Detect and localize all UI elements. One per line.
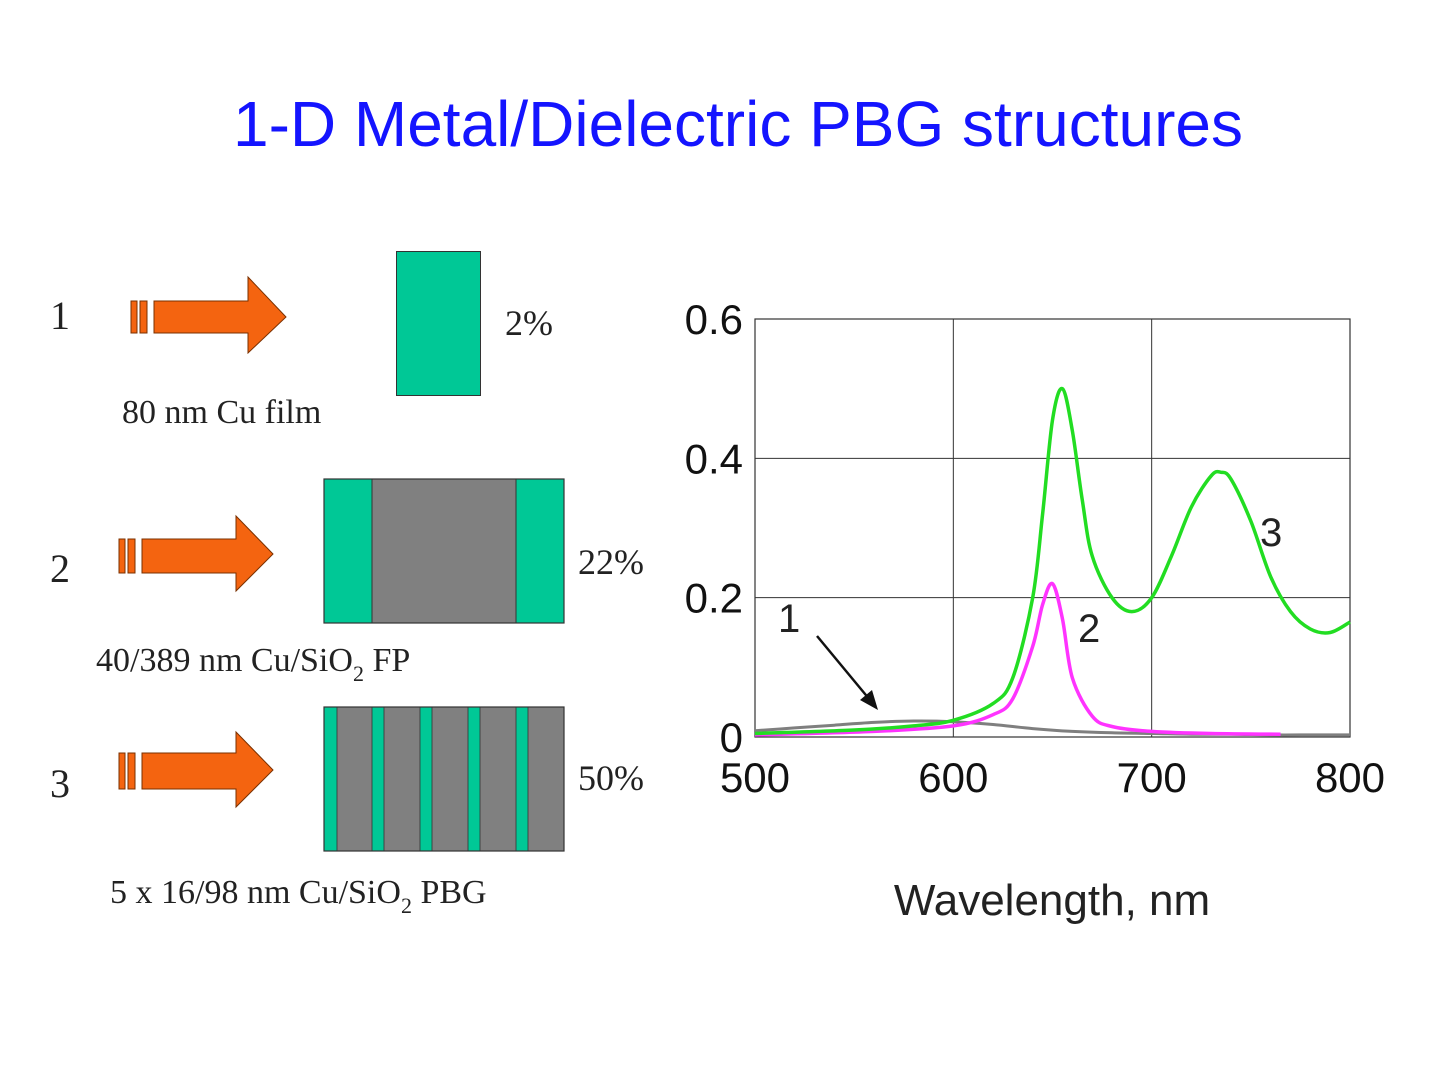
structure-3-percent: 50% xyxy=(578,758,644,798)
y-tick-label: 0.6 xyxy=(685,296,743,343)
structure-1-number: 1 xyxy=(50,293,70,338)
structure-1-percent: 2% xyxy=(505,303,553,343)
structure-3-number: 3 xyxy=(50,761,70,806)
structure-2-arrow-icon xyxy=(118,514,274,593)
structure-2-caption: 40/389 nm Cu/SiO2 FP xyxy=(96,642,411,686)
curve-3-label: 3 xyxy=(1260,511,1282,555)
structure-3-caption: 5 x 16/98 nm Cu/SiO2 PBG xyxy=(110,874,487,918)
structure-2-number: 2 xyxy=(50,546,70,591)
series-3-line xyxy=(754,386,1351,736)
x-tick-label: 600 xyxy=(918,754,988,801)
structure-2-percent: 22% xyxy=(578,542,644,582)
curve-1-pointer xyxy=(816,635,871,701)
y-tick-label: 0.2 xyxy=(685,575,743,622)
x-tick-label: 700 xyxy=(1117,754,1187,801)
x-axis-label: Wavelength, nm xyxy=(894,876,1210,925)
structure-3-pbg-stack xyxy=(323,706,565,852)
curve-1-pointer-head-icon xyxy=(860,690,878,710)
curve-1-label: 1 xyxy=(778,597,800,641)
curve-2-label: 2 xyxy=(1078,607,1100,651)
structure-1-arrow-icon xyxy=(130,275,287,354)
page-title: 1-D Metal/Dielectric PBG structures xyxy=(232,88,1244,160)
y-tick-label: 0.4 xyxy=(685,435,743,482)
x-tick-label: 800 xyxy=(1315,754,1385,801)
structure-1-caption: 80 nm Cu film xyxy=(122,394,322,431)
structure-3-arrow-icon xyxy=(118,730,274,809)
structure-2-fp-stack xyxy=(323,478,565,624)
x-tick-label: 500 xyxy=(720,754,790,801)
y-tick-label: 0 xyxy=(720,714,743,761)
structure-1-cu-film xyxy=(396,251,481,396)
series-2-line xyxy=(754,581,1281,737)
